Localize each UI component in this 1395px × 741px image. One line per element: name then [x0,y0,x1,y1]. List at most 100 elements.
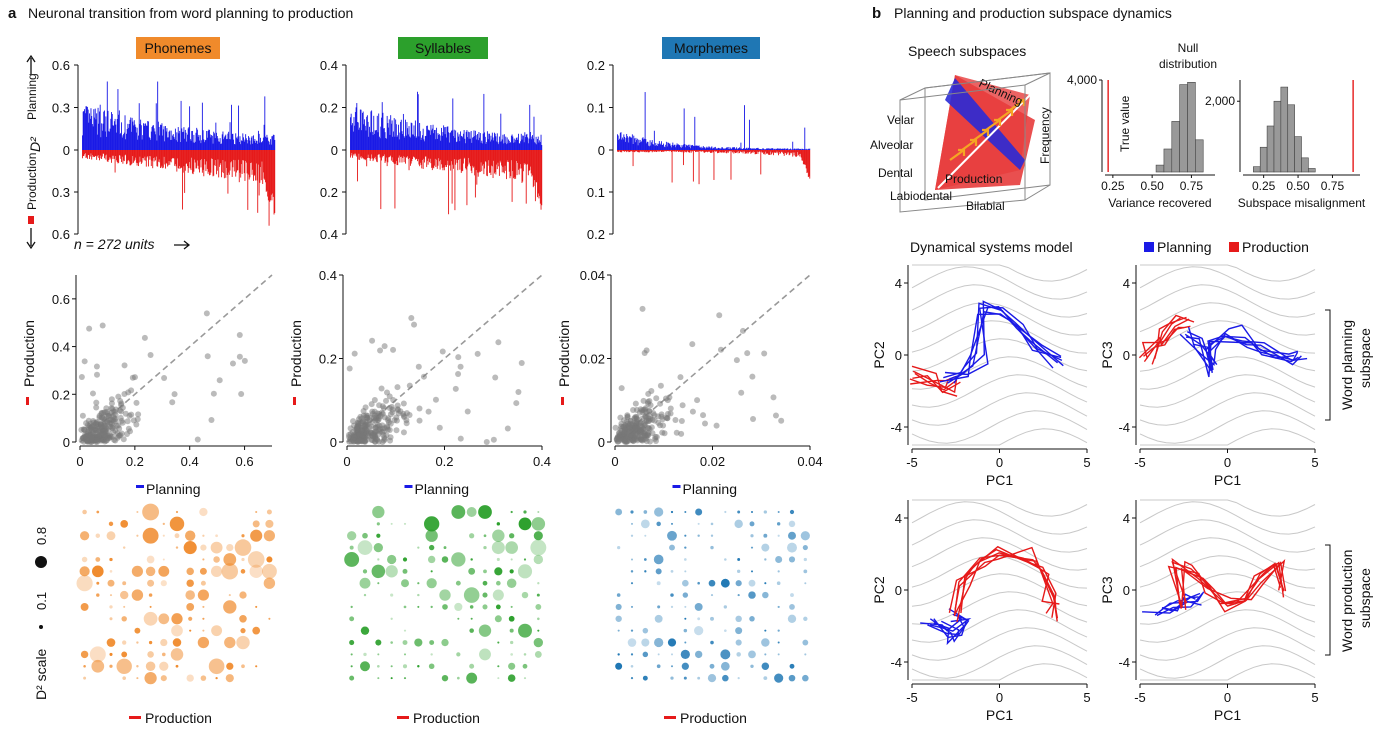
production-bar [177,150,179,169]
production-bar [696,150,698,152]
scatter-point [78,374,85,381]
bubble [122,581,127,586]
scatter-point [130,417,137,424]
production-bar [402,150,404,157]
y-tick-label: 0.2 [320,101,338,116]
production-bar [621,150,623,151]
bubble [787,614,797,623]
bubble [175,510,179,514]
flow-line [1139,410,1316,444]
flow-line [1139,609,1316,643]
planning-bar [251,136,253,150]
flow-line [1139,284,1316,318]
production-bar [173,150,175,159]
bubble [627,638,637,647]
planning-bar [84,113,86,150]
planning-bar [128,124,130,150]
planning-bar [791,149,793,150]
scatter-point [350,436,357,443]
y-tick-label: 0.2 [319,352,337,367]
production-bar [782,150,784,153]
production-bar [243,150,245,174]
production-bar [130,150,132,166]
trajectory-line [912,374,961,394]
planning-bar [525,137,526,150]
bubble [266,509,272,515]
production-bar [204,150,205,160]
planning-bar [694,116,696,150]
production-bar [221,150,223,173]
planning-bar [240,144,242,150]
production-bar [86,150,88,158]
planning-bar [155,103,157,150]
bubble [615,662,623,670]
planning-bar [92,126,94,150]
planning-bar [225,134,227,150]
production-bar [246,150,248,174]
production-bar [435,150,437,168]
production-swatch [26,397,29,405]
planning-bar [217,138,219,150]
production-bar [479,150,481,172]
production-bar [467,150,469,158]
bubble [720,661,730,671]
production-bar [164,150,166,165]
scatter-point [346,365,353,372]
y-tick-label: 0.6 [52,58,70,73]
production-bar [260,150,262,168]
production-bar [218,150,220,167]
scatter-point [694,397,701,404]
bubble [710,594,714,597]
bubble [764,653,767,656]
planning-bar [459,141,461,150]
planning-bar [196,127,198,150]
production-bar [474,150,476,198]
production-bar [692,150,694,152]
planning-bar [773,149,775,150]
production-bar [354,150,356,154]
bubble [226,543,234,552]
production-bar [233,150,235,172]
syllables-label-box [398,37,488,59]
planning-bar [373,115,375,150]
bubble [657,605,661,609]
production-bar [635,150,637,152]
planning-bar [680,147,682,150]
bubble [175,664,179,668]
planning-bar [805,149,806,150]
production-bar [252,150,254,170]
planning-bar [388,127,390,150]
planning-bar [424,141,426,150]
planning-bar [703,147,705,150]
production-bar [398,150,399,158]
planning-bar [796,149,798,150]
bubble [724,510,727,514]
planning-bar [464,138,466,150]
production-bar [171,150,173,159]
planning-bar [510,135,512,150]
production-bar [780,150,782,154]
planning-bar [166,128,168,150]
planning-bar [390,123,392,150]
production-bar [509,150,511,179]
bubble [210,541,223,554]
y-tick-label: 0.3 [52,185,70,200]
bubble [160,580,167,587]
planning-bar [729,147,731,150]
planning-bar [387,123,389,150]
flow-line [911,284,1088,318]
planning-bar [155,134,156,150]
production-swatch [664,716,676,719]
scatter-point [115,422,122,429]
planning-bar [269,144,271,150]
planning-bar [218,141,220,150]
planning-bar [719,148,721,150]
bubble [748,650,756,659]
bubble [373,542,383,553]
bubble [670,676,674,680]
x-tick-label: 0 [996,690,1003,705]
bubble [789,509,795,515]
d2-scale-small-label: 0.1 [34,592,49,610]
planning-bar [413,125,415,150]
scatter-point [112,416,119,423]
